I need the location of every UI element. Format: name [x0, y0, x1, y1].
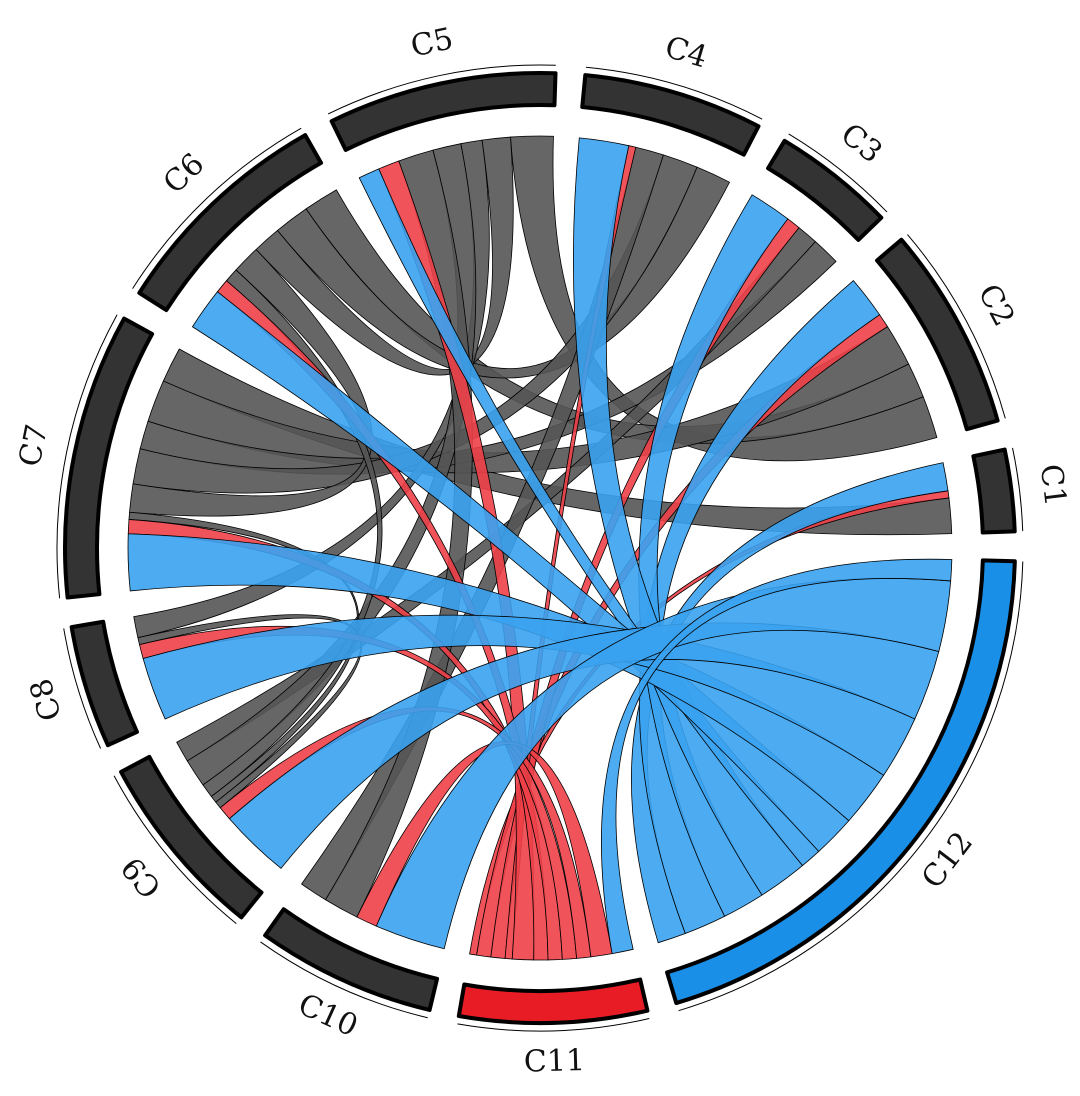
sector-axis	[132, 127, 302, 289]
sector	[875, 237, 1000, 432]
sector-axis	[327, 64, 556, 115]
sector-label: C4	[661, 30, 711, 75]
sector-label: C2	[971, 279, 1022, 333]
chord	[356, 741, 613, 958]
sector-label: C7	[12, 421, 55, 469]
chord	[139, 625, 578, 960]
sector-axis	[113, 775, 237, 924]
sector	[137, 133, 324, 313]
chord	[255, 136, 514, 376]
sector	[263, 907, 440, 1012]
sector	[665, 558, 1017, 1006]
sector-axis	[260, 941, 428, 1019]
sector	[329, 71, 558, 152]
sector	[580, 73, 761, 157]
sector-axis	[907, 234, 1006, 419]
sector-label: C5	[408, 21, 456, 64]
sector	[69, 619, 139, 748]
sector-axis	[457, 1017, 650, 1032]
sector-label: C6	[157, 147, 212, 201]
sector-label: C10	[293, 987, 363, 1044]
sector-label: C12	[915, 825, 980, 895]
sector-axis	[56, 314, 118, 599]
sector-axis	[63, 628, 102, 749]
sector	[119, 754, 264, 920]
sector-axis	[1012, 447, 1024, 532]
sector-axis	[678, 561, 1024, 1012]
sector	[971, 447, 1017, 535]
sector	[456, 977, 650, 1025]
sector-label: C8	[23, 674, 69, 724]
sector	[766, 138, 884, 242]
sector-axis	[586, 66, 763, 120]
sector-label: C1	[1033, 462, 1073, 508]
sector-label: C9	[115, 850, 169, 905]
sector-axis	[788, 133, 888, 213]
sector-label: C11	[523, 1043, 585, 1080]
sector-label: C3	[834, 117, 889, 171]
sector	[63, 316, 155, 600]
chord	[600, 558, 953, 955]
